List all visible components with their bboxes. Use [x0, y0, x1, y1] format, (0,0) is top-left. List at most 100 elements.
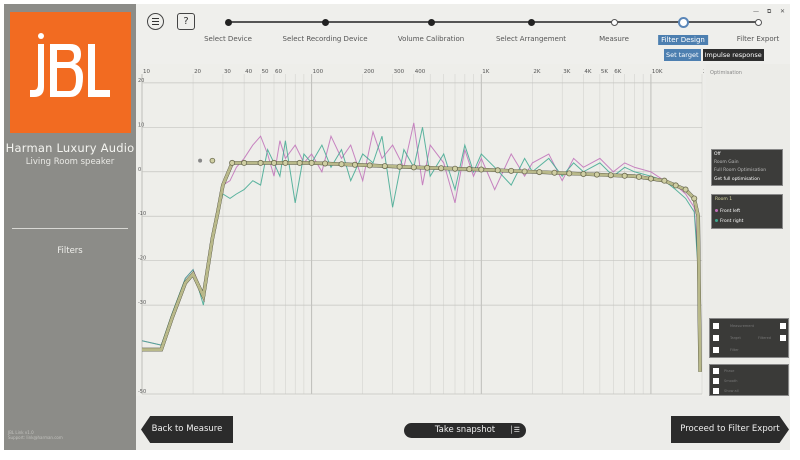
target-control-point [351, 161, 358, 168]
target-control-point [494, 167, 501, 174]
version-line: JBL Link v1.0 [8, 430, 34, 435]
y-tick-label: 20 [138, 78, 144, 84]
wizard-step-dot[interactable] [610, 18, 618, 26]
target-control-point [661, 177, 668, 184]
wizard-step-dot[interactable] [527, 18, 535, 26]
y-tick-label: -20 [138, 256, 146, 262]
snapshot-list-icon[interactable]: │☰ [509, 426, 521, 434]
option-off[interactable]: Off [714, 152, 721, 157]
x-tick-label: 5K [601, 69, 608, 75]
x-tick-label: 2K [533, 69, 540, 75]
x-tick-label: 20K [703, 69, 704, 75]
checkbox-label: Show all [724, 389, 739, 393]
target-control-point [322, 160, 329, 167]
speaker-front-left[interactable]: Front left [715, 209, 740, 214]
optimisation-options: Off Room Gain Full Room Optimisation Get… [711, 149, 783, 186]
series-line [141, 127, 701, 372]
bottom-bar: Back to Measure Take snapshot │☰ Proceed… [136, 396, 790, 450]
checkbox-target[interactable] [713, 335, 719, 341]
target-control-point [521, 168, 528, 175]
speaker-label: Front right [720, 219, 744, 224]
target-control-point [682, 186, 689, 193]
checkbox-measurement[interactable] [713, 323, 719, 329]
sidebar-item-filters[interactable]: Filters [57, 246, 83, 256]
wizard-step-label[interactable]: Filter Export [736, 35, 780, 43]
x-tick-label: 60 [275, 69, 282, 75]
target-control-point [536, 169, 543, 176]
series-line [142, 161, 702, 372]
wizard-step-label[interactable]: Volume Calibration [397, 35, 465, 43]
y-tick-label: 10 [138, 122, 144, 128]
target-control-point [635, 173, 642, 180]
target-control-point [381, 163, 388, 170]
target-control-point [308, 159, 315, 166]
color-swatch [715, 209, 718, 212]
x-tick-label: 100 [313, 69, 324, 75]
sidebar: Harman Luxury Audio Living Room speaker … [4, 4, 136, 450]
checkbox-label: Filter [730, 348, 739, 352]
speaker-front-right[interactable]: Front right [715, 219, 743, 224]
tab-impulse-response[interactable]: Impulse response [702, 49, 764, 61]
x-tick-label: 6K [614, 69, 621, 75]
wizard-step-label[interactable]: Filter Design [658, 35, 708, 45]
handle-point [198, 158, 203, 163]
y-tick-label: -50 [138, 389, 146, 395]
proceed-to-filter-export-button[interactable]: Proceed to Filter Export [671, 416, 789, 443]
target-control-point [282, 159, 289, 166]
help-button[interactable]: ? [177, 13, 195, 30]
target-control-point [338, 161, 345, 168]
target-control-point [621, 172, 628, 179]
checkbox-smooth[interactable] [713, 378, 719, 384]
x-tick-label: 1K [482, 69, 489, 75]
checkbox-label: Smooth [724, 379, 738, 383]
version-info: JBL Link v1.0 Support: link@harman.com [8, 430, 63, 440]
hamburger-icon[interactable] [147, 13, 164, 30]
device-name: Living Room speaker [25, 157, 115, 167]
wizard-step-dot[interactable] [321, 18, 329, 26]
checkbox-filtered[interactable] [780, 323, 786, 329]
wizard-step-dot[interactable] [677, 16, 689, 28]
option-room-gain[interactable]: Room Gain [714, 160, 739, 165]
wizard-header: ? Select Device Select Recording Device Vo… [136, 4, 790, 64]
minimize-icon[interactable]: — [753, 8, 759, 15]
target-control-point [257, 159, 264, 166]
x-tick-label: 400 [415, 69, 426, 75]
wizard-step-dot[interactable] [427, 18, 435, 26]
option-full-room[interactable]: Full Room Optimisation [714, 168, 767, 173]
speaker-list: Room 1 Front left Front right [711, 194, 783, 229]
close-icon[interactable]: ✕ [780, 8, 786, 15]
target-control-point [229, 159, 236, 166]
checkbox-filter[interactable] [713, 347, 719, 353]
x-tick-label: 50 [262, 69, 269, 75]
company-name: Harman Luxury Audio [5, 141, 135, 155]
wizard-step-dot[interactable] [754, 18, 762, 26]
wizard-step-label[interactable]: Measure [599, 35, 629, 43]
x-tick-label: 40 [245, 69, 252, 75]
display-options-2: Phase Smooth Show all [709, 364, 789, 396]
wizard-step-dot[interactable] [224, 18, 232, 26]
x-tick-label: 30 [224, 69, 231, 75]
target-control-point [607, 172, 614, 179]
handle-point [209, 157, 216, 164]
target-control-point [424, 164, 431, 171]
checkbox-show-all[interactable] [713, 388, 719, 394]
frequency-response-chart[interactable]: 10 20 30 40 50 60 100 200 300 400 1K 2K 3K 4K 5K 6K 10K2… [136, 64, 704, 396]
wizard-step-label[interactable]: Select Arrangement [495, 35, 567, 43]
optimisation-header: Optimisation [710, 70, 742, 76]
target-control-point [366, 162, 373, 169]
back-to-measure-button[interactable]: Back to Measure [141, 416, 233, 443]
take-snapshot-button[interactable]: Take snapshot │☰ [404, 423, 526, 438]
chart-background [136, 64, 704, 396]
restore-icon[interactable]: ⧉ [767, 8, 772, 15]
tab-set-target[interactable]: Set target [664, 49, 701, 61]
target-control-point [593, 171, 600, 178]
y-tick-label: 0 [138, 167, 141, 173]
get-optimisation-button[interactable]: Get full optimisation [714, 177, 760, 182]
target-control-point [580, 171, 587, 178]
wizard-step-label[interactable]: Select Recording Device [282, 35, 368, 43]
checkbox-phase[interactable] [713, 368, 719, 374]
speaker-group: Room 1 [715, 197, 733, 202]
wizard-step-label[interactable]: Select Device [204, 35, 252, 43]
app-window: Harman Luxury Audio Living Room speaker … [4, 4, 790, 450]
checkbox-extra[interactable] [780, 335, 786, 341]
